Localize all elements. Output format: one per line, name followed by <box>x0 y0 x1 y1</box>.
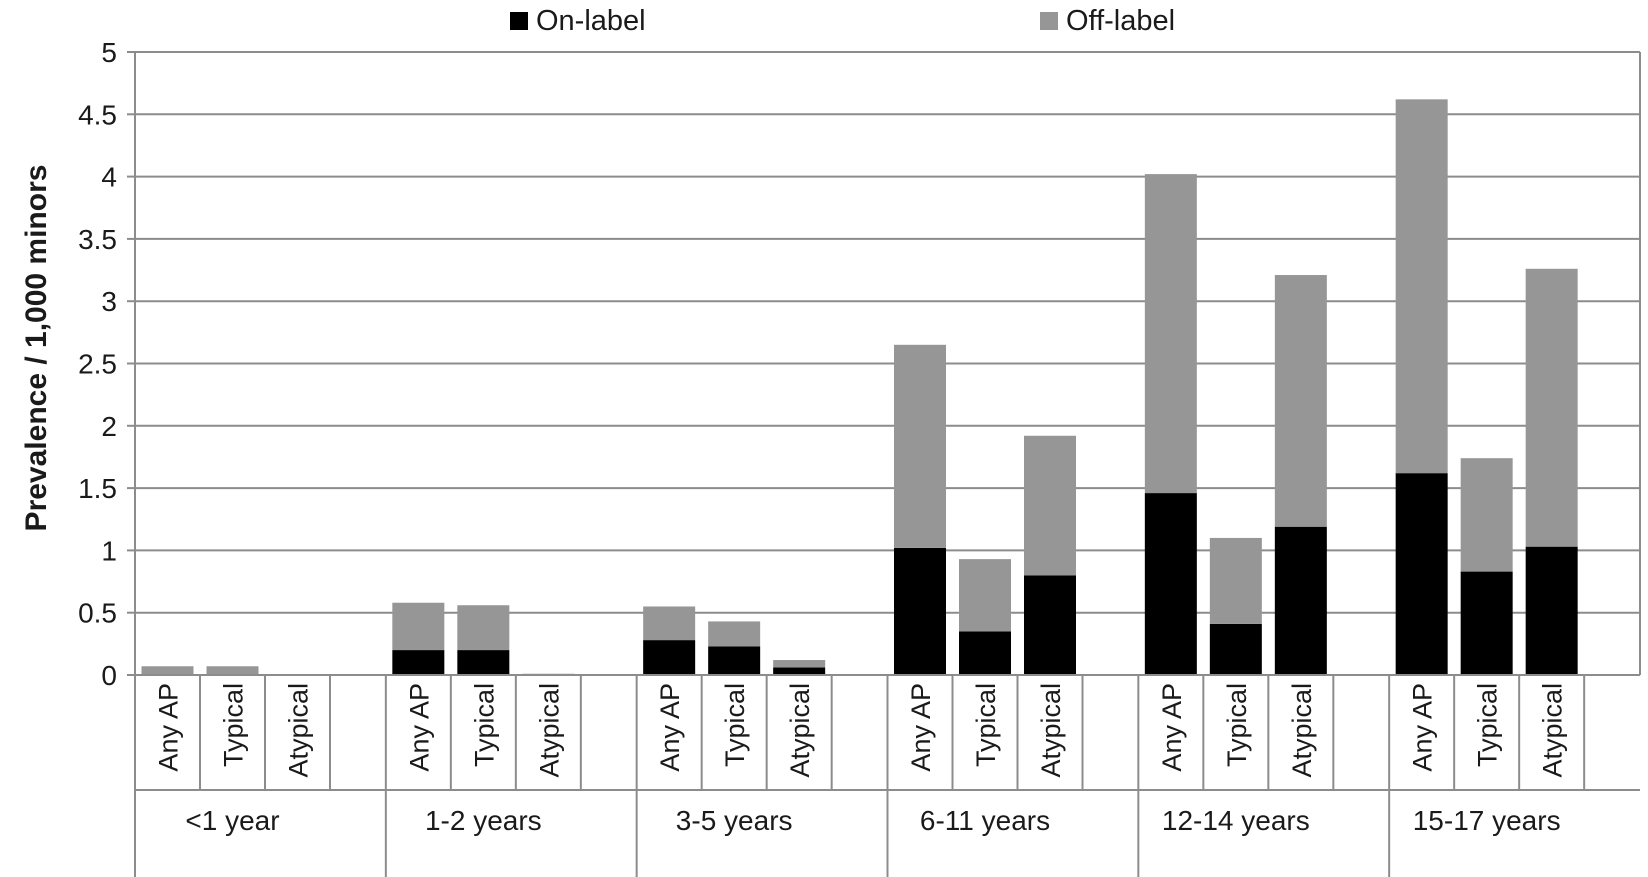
legend-label: Off-label <box>1066 5 1175 37</box>
bar-on-label <box>894 547 946 675</box>
bar-off-label <box>141 666 194 675</box>
bar-on-label <box>1525 546 1578 675</box>
bar-off-label <box>1460 458 1513 572</box>
category-label: Atypical <box>1036 683 1066 778</box>
bar-off-label <box>1209 537 1262 624</box>
bar-on-label <box>773 667 826 675</box>
bar-off-label <box>643 606 696 641</box>
bar-on-label <box>1209 623 1262 675</box>
bar-off-label <box>392 602 445 651</box>
category-label: Any AP <box>655 683 685 772</box>
y-tick-label: 4 <box>101 162 117 193</box>
bar-on-label <box>457 650 510 675</box>
bar-off-label <box>1144 174 1197 494</box>
bar-off-label <box>1024 435 1076 576</box>
bar-off-label <box>1395 99 1448 474</box>
group-label: <1 year <box>185 805 279 836</box>
y-tick-label: 1.5 <box>78 473 117 504</box>
bar-on-label <box>643 640 696 675</box>
group-label: 3-5 years <box>676 805 793 836</box>
bars <box>141 99 1578 675</box>
y-tick-label: 2.5 <box>78 349 117 380</box>
category-label: Any AP <box>1157 683 1187 772</box>
category-label: Typical <box>219 683 249 767</box>
bar-on-label <box>1274 526 1327 675</box>
category-label: Typical <box>1222 683 1252 767</box>
y-tick-label: 1 <box>101 535 117 566</box>
legend-swatch <box>1040 12 1058 30</box>
y-tick-label: 4.5 <box>78 99 117 130</box>
bar-off-label <box>1525 268 1578 547</box>
bar-off-label <box>959 559 1011 632</box>
legend: On-label Off-label <box>510 5 1175 37</box>
category-label: Atypical <box>534 683 564 778</box>
bar-off-label <box>206 666 259 675</box>
category-label: Any AP <box>154 683 184 772</box>
category-label: Any AP <box>1408 683 1438 772</box>
bar-on-label <box>1395 473 1448 675</box>
y-axis-ticks: 0 0.5 1 1.5 2 2.5 3 3.5 4 4.5 5 <box>78 37 117 691</box>
y-tick-label: 2 <box>101 411 117 442</box>
bar-on-label <box>1460 571 1513 675</box>
bar-off-label <box>708 621 761 647</box>
category-label: Any AP <box>404 683 434 772</box>
gridlines <box>135 51 1640 614</box>
category-label: Typical <box>720 683 750 767</box>
bar-off-label <box>1274 275 1327 527</box>
y-tick-label: 3 <box>101 286 117 317</box>
y-tick-label: 0.5 <box>78 598 117 629</box>
legend-label: On-label <box>536 5 646 37</box>
category-label: Atypical <box>284 683 314 778</box>
bar-on-label <box>1024 575 1076 675</box>
bar-off-label <box>457 605 510 651</box>
bar-on-label <box>959 631 1011 675</box>
y-tick-label: 3.5 <box>78 224 117 255</box>
bar-on-label <box>1144 493 1197 675</box>
category-label: Any AP <box>906 683 936 772</box>
category-label: Atypical <box>785 683 815 778</box>
category-label: Typical <box>469 683 499 767</box>
legend-swatch <box>510 12 528 30</box>
y-tick-label: 0 <box>101 660 117 691</box>
bar-on-label <box>708 646 761 675</box>
bar-off-label <box>773 660 826 668</box>
group-label: 1-2 years <box>425 805 542 836</box>
category-label: Typical <box>971 683 1001 767</box>
group-label: 6-11 years <box>920 805 1050 836</box>
bar-off-label <box>894 344 946 548</box>
y-tick-label: 5 <box>101 37 117 68</box>
bar-on-label <box>392 650 445 675</box>
category-label: Atypical <box>1287 683 1317 778</box>
group-label: 12-14 years <box>1162 805 1310 836</box>
y-axis-label: Prevalence / 1,000 minors <box>20 165 53 532</box>
category-label: Typical <box>1473 683 1503 767</box>
group-label: 15-17 years <box>1413 805 1561 836</box>
category-label: Atypical <box>1538 683 1568 778</box>
